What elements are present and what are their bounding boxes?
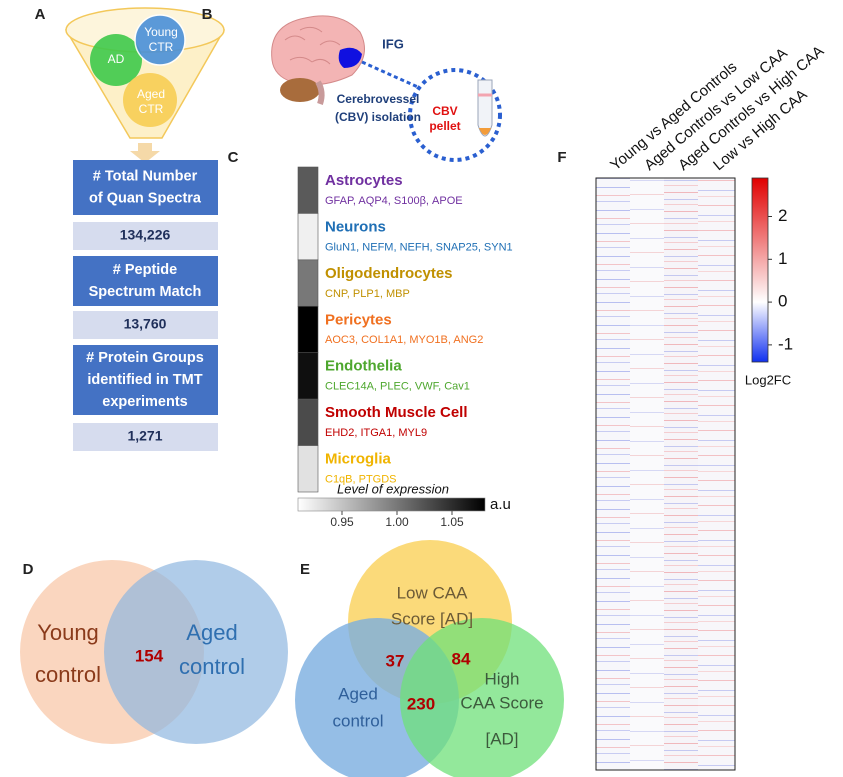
cell-type-name: Endothelia [325,358,402,375]
scale-tick-label: 0.95 [330,515,354,529]
funnel [64,7,226,163]
scale-bar [297,497,486,512]
overlap-count: 230 [407,694,435,713]
expression-cell [297,305,319,354]
set-label: AD [108,52,125,66]
overlap-count: 154 [135,646,164,665]
set-label: Score [AD] [391,609,473,628]
set-label: Young [144,25,178,39]
colorbar-tick-label: 2 [778,206,787,225]
cell-markers: AOC3, COL1A1, MYO1B, ANG2 [325,334,483,346]
set-label: control [179,654,245,679]
set-label: CTR [149,40,174,54]
stat-title: # Peptide [113,262,177,278]
colorbar-title: Log2FC [745,372,791,387]
stat-title: identified in TMT [87,372,202,388]
scale-unit: a.u [490,496,511,513]
stat-title: Spectrum Match [89,284,202,300]
panel-label: D [23,561,34,578]
panel-label: C [228,149,239,166]
stat-title: # Protein Groups [86,350,204,366]
expression-cell [297,259,319,307]
cell-type-name: Neurons [325,218,386,235]
set-label: Aged [338,684,378,703]
value-box [73,311,218,339]
set-label: Aged [137,87,165,101]
column-label: Aged Controls vs High CAA [675,43,827,174]
overlap-count: 37 [386,651,405,670]
stat-title: of Quan Spectra [89,190,202,206]
cell-type-name: Pericytes [325,311,392,328]
set-label: control [332,711,383,730]
panel-label: A [35,6,46,23]
cell-markers: GFAP, AQP4, S100β, APOE [325,195,463,207]
set-label: High [485,669,520,688]
method-label: Cerebrovessel [337,92,420,106]
cell-markers: C1qB, PTGDS [325,473,397,485]
column-label: Aged Controls vs Low CAA [641,45,791,174]
expression-cell [297,352,319,400]
stat-box [73,256,218,306]
cell-type-name: Smooth Muscle Cell [325,404,468,421]
set-label: Young [37,620,99,645]
method-label: (CBV) isolation [335,110,421,124]
cell-type-name: Oligodendrocytes [325,265,453,282]
colorbar [751,177,769,363]
value-box [73,222,218,250]
overlap-count: 84 [452,649,471,668]
cell-markers: EHD2, ITGA1, MYL9 [325,427,427,439]
scale-tick-label: 1.00 [385,515,409,529]
set-label: [AD] [485,729,518,748]
colorbar-tick-label: -1 [778,334,793,353]
cell-markers: CLEC14A, PLEC, VWF, Cav1 [325,381,470,393]
panel-label: B [202,6,213,23]
set-label: control [35,662,101,687]
value-box [73,423,218,451]
cell-type-name: Astrocytes [325,172,403,189]
stat-box [73,160,218,215]
sample-label: CBV [432,104,457,118]
set-label: Aged [186,620,237,645]
heatmap [595,177,736,771]
venn-e [295,540,564,777]
stat-title: experiments [102,394,187,410]
venn-d [20,560,288,744]
stat-title: # Total Number [93,168,198,184]
stat-value: 13,760 [124,316,167,332]
scale-title: Level of expression [337,481,449,496]
sample-label: pellet [429,119,460,133]
colorbar-tick-label: 1 [778,249,787,268]
expression-cell [297,166,319,214]
expression-cell [297,445,319,493]
expression-cell [297,398,319,446]
panel-label: F [557,149,566,166]
set-label: CTR [139,102,164,116]
set-label: CAA Score [460,693,543,712]
stat-value: 1,271 [127,428,162,444]
brain-illustration [271,15,502,162]
panel-label: E [300,561,310,578]
colorbar-tick-label: 0 [778,292,787,311]
stat-box [73,345,218,415]
cell-markers: CNP, PLP1, MBP [325,288,410,300]
scale-tick-label: 1.05 [440,515,464,529]
set-label: Low CAA [397,583,469,602]
region-label: IFG [382,36,404,51]
expression-cell [297,213,319,261]
stat-value: 134,226 [120,227,171,243]
cell-type-name: Microglia [325,451,392,468]
cell-markers: GluN1, NEFM, NEFH, SNAP25, SYN1 [325,241,513,253]
